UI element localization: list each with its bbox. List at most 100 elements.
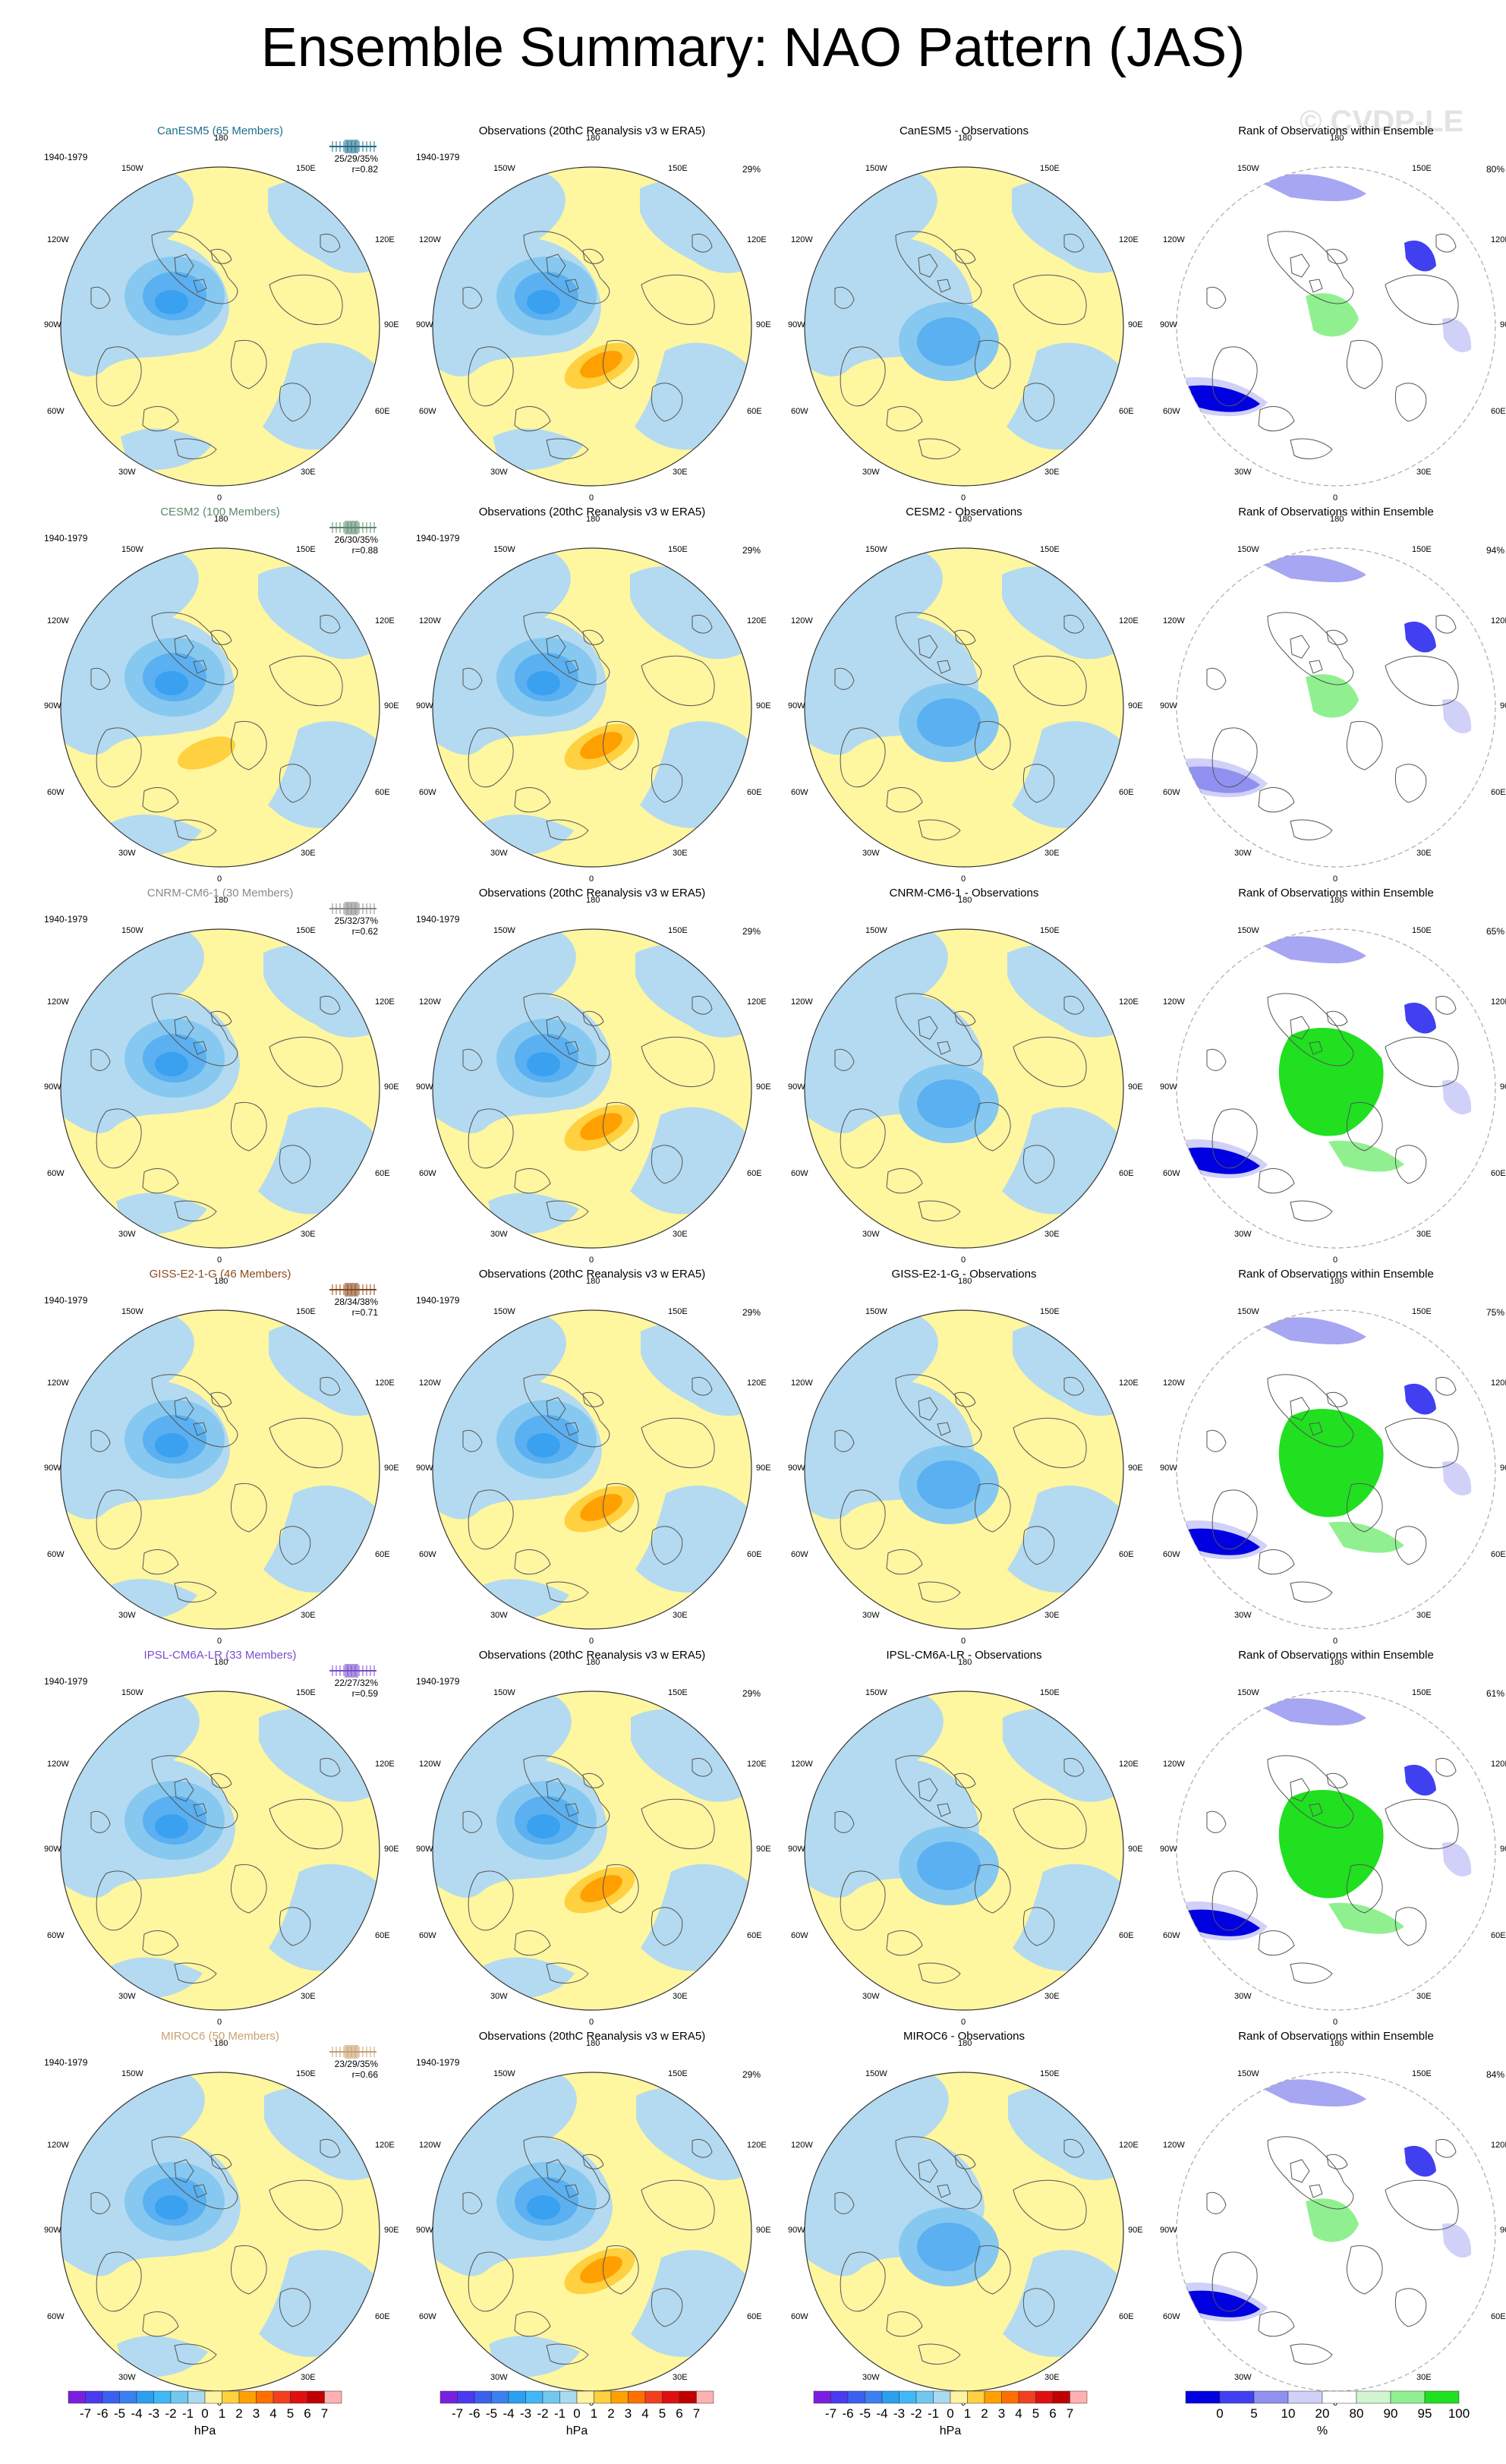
lon-label-r1: 120E <box>1491 235 1506 244</box>
lon-label-l2: 90W <box>1160 1464 1177 1473</box>
lon-label-top: 180 <box>958 2039 972 2048</box>
lon-label-br: 30E <box>1416 1992 1432 2001</box>
obs-title: Observations (20thC Reanalysis v3 w ERA5… <box>478 1649 706 1662</box>
stats-percentiles: 25/32/37% <box>334 915 378 926</box>
lon-label-r3: 60E <box>747 1169 762 1178</box>
pattern-stats: 28/34/38% r=0.71 <box>322 1297 378 1318</box>
panel-r1-c3: CanESM5 - Observations 180 0 150W 150E 120W 12… <box>782 121 1146 503</box>
lon-label-bottom: 0 <box>217 1256 222 1265</box>
polar-map <box>432 1690 752 2011</box>
colorbar-tick-label: 5 <box>286 2406 295 2421</box>
lon-label-br: 30E <box>1416 1611 1432 1620</box>
lon-label-tr: 150E <box>1412 2069 1432 2078</box>
lon-label-l3: 60W <box>419 1550 436 1559</box>
lon-label-tr: 150E <box>668 545 688 554</box>
colorbar-tick-label: 4 <box>269 2406 277 2421</box>
lon-label-tl: 150W <box>493 926 515 935</box>
lon-label-bottom: 0 <box>589 874 594 884</box>
lon-label-r2: 90E <box>1128 1082 1143 1092</box>
period-label: 1940-1979 <box>44 1295 88 1306</box>
lon-label-tl: 150W <box>493 1688 515 1697</box>
colorbar-ticks: -7 -6 -5 -4 -3 -2 -1 0 1 2 3 4 5 6 7 <box>799 2406 1102 2421</box>
lon-label-r2: 90E <box>756 701 771 711</box>
lon-label-l2: 90W <box>1160 2226 1177 2235</box>
variance-pct: 29% <box>742 926 761 937</box>
lon-label-bl: 30W <box>490 2373 508 2382</box>
lon-label-l1: 120W <box>47 1379 69 1388</box>
lon-label-r1: 120E <box>747 997 767 1007</box>
obs-title: Observations (20thC Reanalysis v3 w ERA5… <box>478 2030 706 2043</box>
lon-label-tr: 150E <box>1040 926 1060 935</box>
colorbar-swatches <box>440 2390 714 2404</box>
colorbar-tick-label: 6 <box>304 2406 311 2421</box>
lon-label-l2: 90W <box>416 1845 433 1854</box>
colorbar-tick-label: -6 <box>842 2406 854 2421</box>
lon-label-r2: 90E <box>384 1845 399 1854</box>
lon-label-tr: 150E <box>296 1307 316 1316</box>
model-title: IPSL-CM6A-LR (33 Members) <box>143 1649 297 1662</box>
lon-label-tl: 150W <box>1237 2069 1259 2078</box>
lon-label-top: 180 <box>586 134 600 143</box>
lon-label-bl: 30W <box>118 1992 136 2001</box>
lon-label-l1: 120W <box>419 1760 441 1769</box>
lon-label-top: 180 <box>214 134 228 143</box>
colorbar-tick-label: 10 <box>1281 2406 1296 2421</box>
rank-pct: 65% <box>1486 926 1504 937</box>
lon-label-bl: 30W <box>1234 1611 1252 1620</box>
lon-label-br: 30E <box>1416 2373 1432 2382</box>
lon-label-l1: 120W <box>419 997 441 1007</box>
period-label: 1940-1979 <box>416 1676 460 1687</box>
lon-label-l3: 60W <box>47 788 65 797</box>
colorbar-tick-label: -5 <box>113 2406 126 2421</box>
colorbar-swatches <box>68 2390 342 2404</box>
lon-label-br: 30E <box>1044 849 1060 858</box>
lon-label-bl: 30W <box>862 1230 880 1239</box>
lon-label-bl: 30W <box>118 849 136 858</box>
colorbar-tick-label: 6 <box>676 2406 683 2421</box>
colorbar-tick-label: -4 <box>876 2406 888 2421</box>
polar-map <box>60 547 380 868</box>
lon-label-r2: 90E <box>384 320 399 329</box>
lon-label-r1: 120E <box>1491 616 1506 625</box>
colorbar-tick-label: 6 <box>1049 2406 1057 2421</box>
lon-label-tl: 150W <box>493 164 515 173</box>
lon-label-r3: 60E <box>375 1931 390 1940</box>
watermark: © CVDP-LE <box>1300 105 1464 138</box>
panel-r5-c4: Rank of Observations within Ensemble 61% 1… <box>1154 1646 1506 2027</box>
lon-label-tr: 150E <box>1412 164 1432 173</box>
colorbar-tick-label: 80 <box>1349 2406 1364 2421</box>
panel-r5-c1: IPSL-CM6A-LR (33 Members) 22/27/32% r=0.59… <box>38 1646 402 2027</box>
lon-label-bl: 30W <box>1234 1230 1252 1239</box>
variance-pct: 29% <box>742 545 761 556</box>
stats-percentiles: 26/30/35% <box>334 534 378 545</box>
member-spread-icon <box>329 2045 376 2059</box>
lon-label-r2: 90E <box>756 2226 771 2235</box>
lon-label-r1: 120E <box>747 1760 767 1769</box>
lon-label-bottom: 0 <box>589 1637 594 1646</box>
panel-r4-c2: Observations (20thC Reanalysis v3 w ERA5… <box>410 1265 774 1646</box>
lon-label-r3: 60E <box>375 788 390 797</box>
lon-label-r2: 90E <box>1500 320 1506 329</box>
lon-label-bottom: 0 <box>1333 1256 1338 1265</box>
rank-pct: 94% <box>1486 545 1504 556</box>
lon-label-tl: 150W <box>865 1688 887 1697</box>
lon-label-r2: 90E <box>384 701 399 711</box>
lon-label-tr: 150E <box>1040 1307 1060 1316</box>
lon-label-l1: 120W <box>791 235 813 244</box>
lon-label-tr: 150E <box>296 1688 316 1697</box>
lon-label-top: 180 <box>958 515 972 524</box>
lon-label-tr: 150E <box>668 1307 688 1316</box>
colorbar-tick-label: 3 <box>997 2406 1006 2421</box>
lon-label-l2: 90W <box>1160 701 1177 711</box>
lon-label-top: 180 <box>586 896 600 905</box>
lon-label-l2: 90W <box>44 701 61 711</box>
lon-label-l3: 60W <box>1163 788 1180 797</box>
lon-label-r2: 90E <box>1500 701 1506 711</box>
model-title: MIROC6 (50 Members) <box>161 2030 279 2043</box>
panel-r2-c2: Observations (20thC Reanalysis v3 w ERA5… <box>410 503 774 884</box>
rank-title: Rank of Observations within Ensemble <box>1238 2030 1434 2043</box>
colorbar-tick-label: -4 <box>131 2406 143 2421</box>
polar-map <box>432 928 752 1249</box>
polar-map <box>60 2072 380 2392</box>
period-label: 1940-1979 <box>44 914 88 925</box>
